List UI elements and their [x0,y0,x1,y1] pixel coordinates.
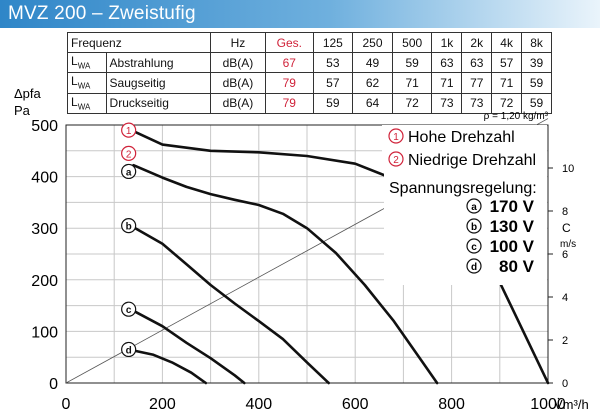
table-cell: 59 [521,72,552,94]
curve-c [132,309,246,385]
curve-d [132,349,208,385]
table-cell: 59 [312,92,354,115]
table-cell: 53 [312,51,354,74]
legend-marker-label: b [471,222,477,233]
table-header-row: Frequenz Hz Ges. 125 250 500 1k 2k 4k 8k [67,32,552,53]
x-tick-label: 400 [245,396,272,413]
right-axis-label: C [562,221,571,235]
curve-b [132,225,330,385]
legend-voltage-label: 80 V [499,257,535,276]
density-note: ρ = 1,20 kg/m³ [484,111,549,122]
y-tick-label: 500 [31,118,58,135]
legend-voltage-label: 130 V [490,217,535,236]
legend-regulation-title: Spannungsregelung: [389,180,537,197]
curve-marker-label: 2 [126,149,132,160]
y-axis-label: Δpfa [14,86,42,101]
right-axis-tick-label: 6 [562,249,568,261]
legend-marker-circle [466,218,482,234]
table-cell-label: Druckseitig [105,92,211,115]
legend-marker-label: c [471,242,477,253]
y-axis-unit: Pa [14,103,31,118]
right-axis-tick-label: 2 [562,335,568,347]
table-cell: 72 [391,92,433,115]
legend-marker-label: a [471,202,477,213]
curve-a [132,163,439,385]
y-tick-label: 0 [49,376,58,393]
table-header-cell: 125 [312,32,354,53]
y-tick-label: 100 [31,324,58,341]
curve-marker-circle [121,122,137,138]
curve-marker-circle [121,163,137,180]
table-cell-total: 67 [265,51,314,74]
table-row: LWA Druckseitig dB(A) 79 59 64 72 73 73 … [67,92,552,115]
table-cell: 72 [491,92,523,115]
curve-marker-circle [121,218,137,234]
right-axis-tick-label: 4 [562,292,568,304]
legend-voltage-label: 100 V [490,237,535,256]
legend-marker-circle [388,151,404,167]
legend-marker-circle [388,128,404,144]
legend-background [382,125,547,173]
x-tick-label: 600 [342,396,369,413]
legend-voltage-label: 170 V [490,197,535,216]
legend-marker-label: 2 [393,155,399,166]
right-axis-tick-label: 8 [562,206,568,218]
x-axis-label: V̇m³/h [554,397,589,412]
curve-marker-circle [121,301,137,317]
title-bar: MVZ 200 – Zweistufig [0,0,600,28]
table-cell: 73 [461,92,493,115]
curve-marker-circle [121,341,137,358]
table-cell: 64 [352,92,393,115]
x-tick-label: 800 [438,396,465,413]
y-tick-label: 400 [31,170,58,187]
x-tick-label: 0 [62,396,71,413]
x-tick-label: 1000 [530,396,566,413]
curve-marker-label: c [126,305,132,316]
right-axis-tick-label: 10 [562,163,574,175]
right-axis-unit: m/s [560,239,576,250]
legend-marker-circle [466,238,482,254]
legend-marker-label: d [471,262,477,273]
legend-marker-circle [466,258,482,274]
legend-curve-label: Hohe Drehzahl [408,129,515,146]
legend-marker-circle [466,198,482,214]
curve-marker-label: d [126,345,132,356]
table-cell-total: 79 [265,72,314,94]
page-title: MVZ 200 – Zweistufig [8,3,196,24]
legend-curve-label: Niedrige Drehzahl [408,152,536,169]
curve-marker-circle [121,145,137,161]
y-tick-label: 300 [31,221,58,238]
legend-background [384,173,547,285]
table-cell-label: Abstrahlung [105,51,211,74]
sound-data-table: Frequenz Hz Ges. 125 250 500 1k 2k 4k 8k… [67,32,552,115]
curve-marker-label: a [126,167,132,178]
x-tick-label: 200 [149,396,176,413]
table-cell-total: 79 [265,92,314,115]
curve-marker-label: 1 [126,126,132,137]
table-row: LWA Saugseitig dB(A) 79 57 62 71 71 77 7… [67,72,552,94]
legend-marker-label: 1 [393,132,399,143]
y-tick-label: 200 [31,273,58,290]
table-cell: 59 [521,92,552,115]
curve-marker-label: b [126,222,132,233]
right-axis-tick-label: 0 [562,378,568,390]
